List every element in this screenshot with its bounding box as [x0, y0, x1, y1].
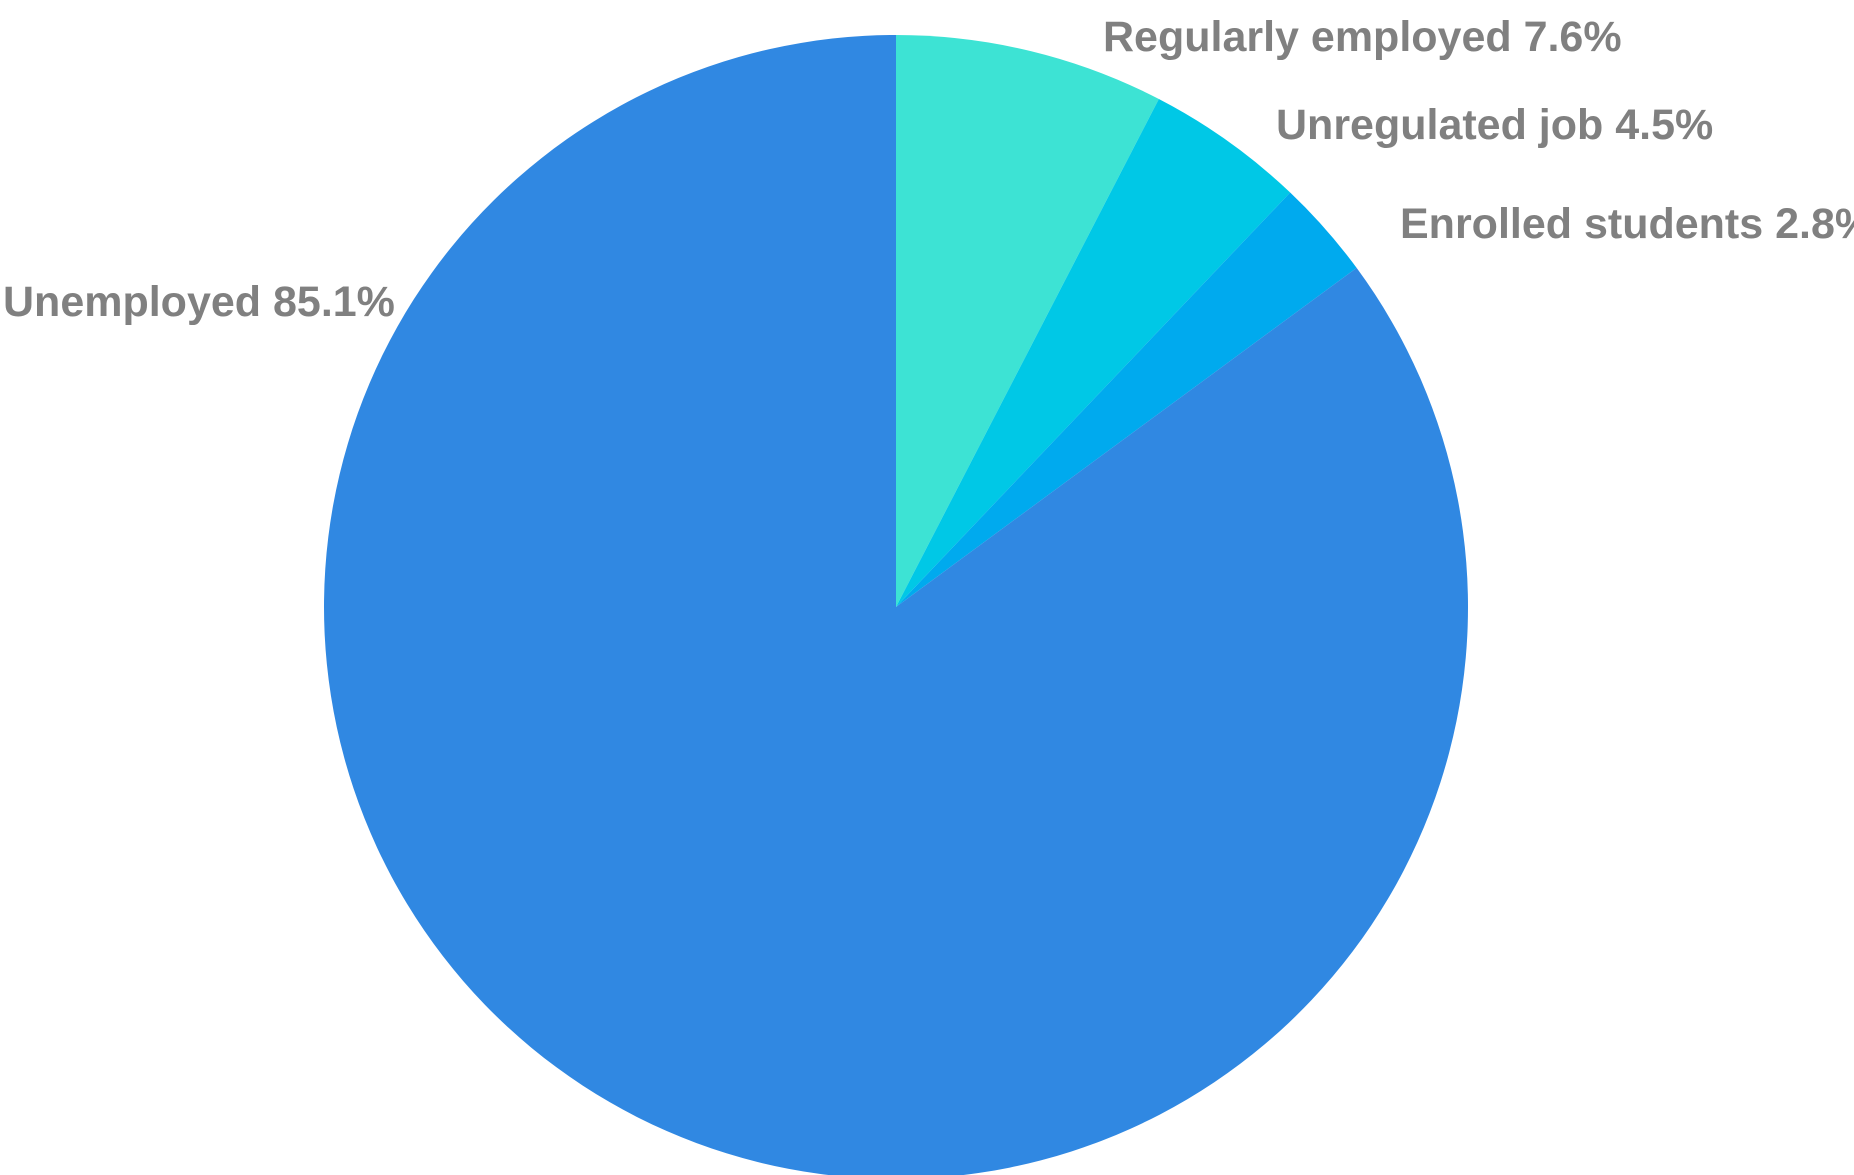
pie-labels: Regularly employed 7.6% Unregulated job …	[3, 13, 1854, 326]
label-regularly-employed: Regularly employed 7.6%	[1103, 13, 1622, 61]
pie-slices	[324, 35, 1468, 1175]
pie-slice-regularly-employed	[896, 35, 1159, 607]
pie-slice-unemployed	[324, 35, 1468, 1175]
label-unemployed: Unemployed 85.1%	[3, 278, 395, 326]
label-unregulated-job: Unregulated job 4.5%	[1276, 101, 1713, 149]
label-enrolled-students: Enrolled students 2.8%	[1400, 200, 1854, 248]
pie-slice-unregulated-job	[896, 98, 1291, 608]
pie-slice-enrolled-students	[896, 192, 1357, 607]
